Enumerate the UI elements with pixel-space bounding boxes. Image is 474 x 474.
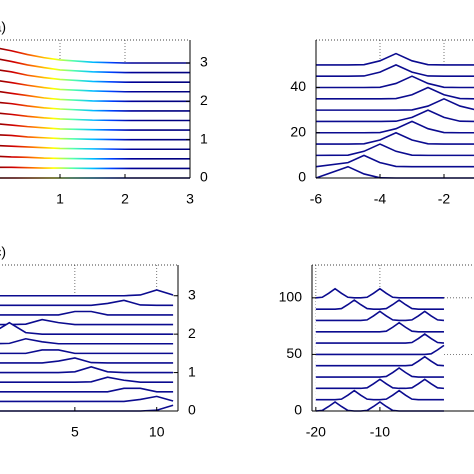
hidden-line-fill xyxy=(0,396,174,411)
x-tick-label: -20 xyxy=(306,424,326,440)
waterfall-line xyxy=(0,101,190,112)
y-tick-label: 3 xyxy=(200,54,208,70)
waterfall-line xyxy=(315,299,444,310)
waterfall-line xyxy=(316,64,474,77)
waterfall-line xyxy=(0,357,174,364)
hidden-line-fill xyxy=(315,401,444,411)
waterfall-line xyxy=(0,134,190,141)
x-tick-label: -10 xyxy=(370,424,390,440)
x-tick-label: 1 xyxy=(56,191,64,207)
waterfall-line xyxy=(0,318,174,326)
x-tick-label: -2 xyxy=(438,191,451,207)
x-tick-label: 10 xyxy=(149,424,165,440)
waterfall-line xyxy=(0,123,190,131)
waterfall-line xyxy=(315,154,474,168)
waterfall-line xyxy=(0,376,174,383)
waterfall-line xyxy=(315,389,444,401)
waterfall-line xyxy=(316,97,474,111)
y-tick-label: 3 xyxy=(188,286,196,302)
x-tick-label: 3 xyxy=(186,191,194,207)
panel-label: (a) xyxy=(0,19,6,35)
waterfall-line xyxy=(315,143,474,157)
x-tick-label: 5 xyxy=(71,424,79,440)
waterfall-line xyxy=(0,80,190,93)
waterfall-line xyxy=(0,349,174,355)
y-tick-label: 0 xyxy=(298,169,306,185)
waterfall-line xyxy=(316,120,474,134)
waterfall-line xyxy=(0,155,190,160)
waterfall-line xyxy=(0,112,190,122)
y-tick-label: 2 xyxy=(188,325,196,341)
waterfall-line xyxy=(0,144,190,151)
waterfall-line xyxy=(315,310,445,322)
waterfall-line xyxy=(315,355,445,367)
y-tick-label: 100 xyxy=(279,289,303,305)
y-tick-label: 0 xyxy=(188,402,196,418)
waterfall-line xyxy=(315,333,445,344)
waterfall-line xyxy=(316,131,474,145)
waterfall-line xyxy=(315,344,445,356)
y-tick-label: 40 xyxy=(290,78,306,94)
waterfall-line xyxy=(0,90,190,103)
hidden-line-fill xyxy=(0,167,190,178)
waterfall-line xyxy=(0,69,190,83)
waterfall-line xyxy=(0,365,174,374)
waterfall-line xyxy=(315,287,444,299)
waterfall-line xyxy=(315,367,444,378)
y-tick-label: 0 xyxy=(294,402,302,418)
waterfall-line xyxy=(316,75,474,89)
panel-label: (c) xyxy=(0,244,6,260)
waterfall-line xyxy=(0,337,174,345)
waterfall-line xyxy=(0,310,174,316)
y-tick-label: 20 xyxy=(290,123,306,139)
waterfall-line xyxy=(316,109,474,123)
waterfall-line xyxy=(0,299,174,307)
y-tick-label: 0 xyxy=(200,169,208,185)
waterfall-line xyxy=(315,321,444,333)
waterfall-line xyxy=(0,387,174,393)
y-tick-label: 1 xyxy=(200,130,208,146)
x-tick-label: -6 xyxy=(310,191,323,207)
x-tick-label: 2 xyxy=(121,191,129,207)
waterfall-line xyxy=(316,86,474,100)
hidden-line-fill xyxy=(316,166,474,178)
waterfall-line xyxy=(0,289,174,297)
waterfall-line xyxy=(0,395,174,403)
waterfall-line xyxy=(0,321,174,335)
waterfall-line xyxy=(316,52,474,66)
y-tick-label: 50 xyxy=(286,345,302,361)
x-tick-label: -4 xyxy=(374,191,387,207)
waterfall-line xyxy=(0,166,190,170)
waterfall-line xyxy=(0,58,190,74)
y-tick-label: 1 xyxy=(188,363,196,379)
waterfall-line xyxy=(0,47,190,64)
y-tick-label: 2 xyxy=(200,92,208,108)
waterfall-line xyxy=(315,378,445,390)
